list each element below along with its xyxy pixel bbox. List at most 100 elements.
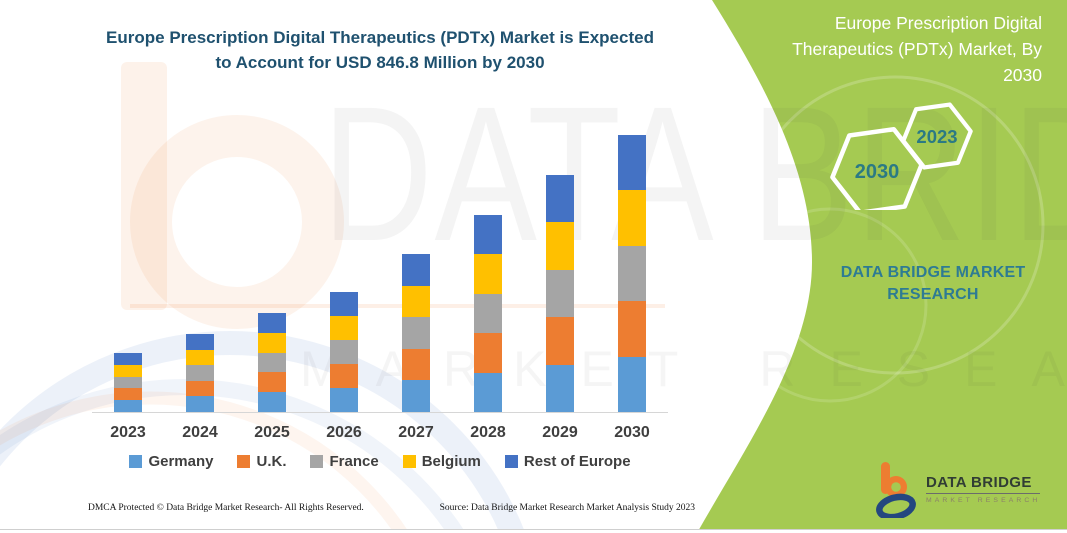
bar-segment-germany-2027 bbox=[402, 380, 430, 412]
x-axis-label-2027: 2027 bbox=[398, 424, 434, 441]
bar-segment-germany-2028 bbox=[474, 372, 502, 412]
bar-2029 bbox=[546, 175, 574, 412]
bar-segment-germany-2029 bbox=[546, 364, 574, 412]
bar-segment-rest-of-europe-2030 bbox=[618, 135, 646, 191]
brand-text-line1: DATA BRIDGE MARKET bbox=[840, 264, 1026, 281]
bar-segment-belgium-2024 bbox=[186, 349, 214, 366]
chart-title-line1: Europe Prescription Digital Therapeutics… bbox=[106, 28, 654, 47]
bar-segment-germany-2025 bbox=[258, 392, 286, 412]
x-axis-label-2028: 2028 bbox=[470, 424, 506, 441]
x-axis-label-2030: 2030 bbox=[614, 424, 650, 441]
bar-segment-belgium-2026 bbox=[330, 316, 358, 340]
bar-segment-rest-of-europe-2029 bbox=[546, 175, 574, 223]
bar-segment-france-2027 bbox=[402, 317, 430, 349]
bar-2024 bbox=[186, 334, 214, 412]
legend-label: Rest of Europe bbox=[523, 453, 631, 470]
bar-segment-u-k--2024 bbox=[186, 380, 214, 397]
x-axis-label-2024: 2024 bbox=[182, 424, 218, 441]
bar-segment-france-2023 bbox=[114, 376, 142, 389]
chart-title: Europe Prescription Digital Therapeutics… bbox=[80, 26, 680, 75]
x-axis-label-2025: 2025 bbox=[254, 424, 290, 441]
legend-item-germany: Germany bbox=[129, 453, 213, 470]
legend-item-rest-of-europe: Rest of Europe bbox=[504, 453, 631, 470]
watermark-text-primary: DATA BRIDGE bbox=[322, 66, 1067, 281]
x-axis-labels: 2023 2024 2025 2026 2027 2028 2029 2030 bbox=[92, 424, 668, 442]
bar-2023 bbox=[114, 353, 142, 412]
bar-segment-rest-of-europe-2026 bbox=[330, 292, 358, 316]
bar-segment-rest-of-europe-2025 bbox=[258, 313, 286, 333]
company-logo-icon bbox=[876, 462, 916, 518]
legend-swatch bbox=[504, 455, 518, 468]
x-axis-label-2023: 2023 bbox=[110, 424, 146, 441]
stacked-bar-plot bbox=[92, 118, 668, 413]
company-logo-subtext: MARKET RESEARCH bbox=[926, 497, 1041, 504]
hexagon-2030-label: 2030 bbox=[855, 161, 900, 183]
bar-2025 bbox=[258, 313, 286, 412]
bar-segment-france-2025 bbox=[258, 352, 286, 373]
panel-title: Europe Prescription Digital Therapeutics… bbox=[742, 10, 1042, 88]
legend-swatch bbox=[129, 455, 143, 468]
bar-segment-france-2024 bbox=[186, 365, 214, 381]
bar-segment-germany-2030 bbox=[618, 356, 646, 412]
brand-text-line2: RESEARCH bbox=[887, 286, 979, 303]
legend-swatch bbox=[402, 455, 416, 468]
hexagon-2030 bbox=[830, 126, 924, 210]
bar-2030 bbox=[618, 135, 646, 412]
bar-2026 bbox=[330, 292, 358, 412]
legend-item-france: France bbox=[310, 453, 379, 470]
copyright-text: DMCA Protected © Data Bridge Market Rese… bbox=[88, 503, 364, 513]
bar-segment-france-2030 bbox=[618, 245, 646, 302]
bar-segment-germany-2023 bbox=[114, 400, 142, 412]
legend-swatch bbox=[237, 455, 251, 468]
legend-label: France bbox=[329, 453, 379, 470]
legend-swatch bbox=[310, 455, 324, 468]
bar-segment-germany-2026 bbox=[330, 388, 358, 412]
bar-2028 bbox=[474, 215, 502, 412]
bar-segment-u-k--2026 bbox=[330, 364, 358, 388]
bar-segment-rest-of-europe-2023 bbox=[114, 353, 142, 365]
bottom-edge-line bbox=[0, 529, 1067, 533]
hexagon-2023 bbox=[901, 102, 973, 170]
legend-label: U.K. bbox=[256, 453, 287, 470]
legend-item-belgium: Belgium bbox=[402, 453, 481, 470]
bar-segment-rest-of-europe-2028 bbox=[474, 215, 502, 255]
year-hexagons: 2030 2023 bbox=[830, 102, 973, 210]
bar-segment-belgium-2030 bbox=[618, 190, 646, 246]
bar-segment-u-k--2025 bbox=[258, 372, 286, 393]
legend-item-u-k-: U.K. bbox=[237, 453, 286, 470]
x-axis-label-2029: 2029 bbox=[542, 424, 578, 441]
footer: DMCA Protected © Data Bridge Market Rese… bbox=[88, 503, 695, 513]
legend: Germany U.K. France Belgium Rest of Europe bbox=[85, 453, 675, 470]
bar-segment-belgium-2029 bbox=[546, 222, 574, 270]
bar-segment-belgium-2025 bbox=[258, 332, 286, 353]
bar-segment-france-2028 bbox=[474, 293, 502, 334]
bar-segment-u-k--2028 bbox=[474, 333, 502, 373]
bar-segment-u-k--2029 bbox=[546, 317, 574, 365]
panel-title-line2: Therapeutics (PDTx) Market, By bbox=[792, 39, 1042, 59]
bar-segment-belgium-2028 bbox=[474, 254, 502, 294]
hexagon-2023-label: 2023 bbox=[916, 126, 957, 147]
x-axis-label-2026: 2026 bbox=[326, 424, 362, 441]
bar-2027 bbox=[402, 254, 430, 412]
bar-segment-rest-of-europe-2024 bbox=[186, 334, 214, 350]
legend-label: Belgium bbox=[421, 453, 481, 470]
panel-title-line3: 2030 bbox=[1003, 65, 1042, 85]
bar-segment-u-k--2030 bbox=[618, 301, 646, 357]
bar-segment-france-2026 bbox=[330, 340, 358, 364]
bar-segment-belgium-2027 bbox=[402, 285, 430, 318]
panel-title-line1: Europe Prescription Digital bbox=[834, 13, 1042, 33]
brand-text: DATA BRIDGE MARKET RESEARCH bbox=[820, 262, 1046, 306]
bar-segment-germany-2024 bbox=[186, 396, 214, 412]
company-logo-name: DATA BRIDGE bbox=[926, 474, 1041, 494]
bar-segment-france-2029 bbox=[546, 269, 574, 318]
chart-title-line2: to Account for USD 846.8 Million by 2030 bbox=[215, 52, 545, 72]
company-logo: DATA BRIDGE MARKET RESEARCH bbox=[874, 460, 1041, 518]
bar-segment-u-k--2023 bbox=[114, 388, 142, 401]
source-text: Source: Data Bridge Market Research Mark… bbox=[439, 503, 695, 513]
legend-label: Germany bbox=[148, 453, 214, 470]
bar-segment-u-k--2027 bbox=[402, 348, 430, 381]
bar-segment-rest-of-europe-2027 bbox=[402, 254, 430, 286]
